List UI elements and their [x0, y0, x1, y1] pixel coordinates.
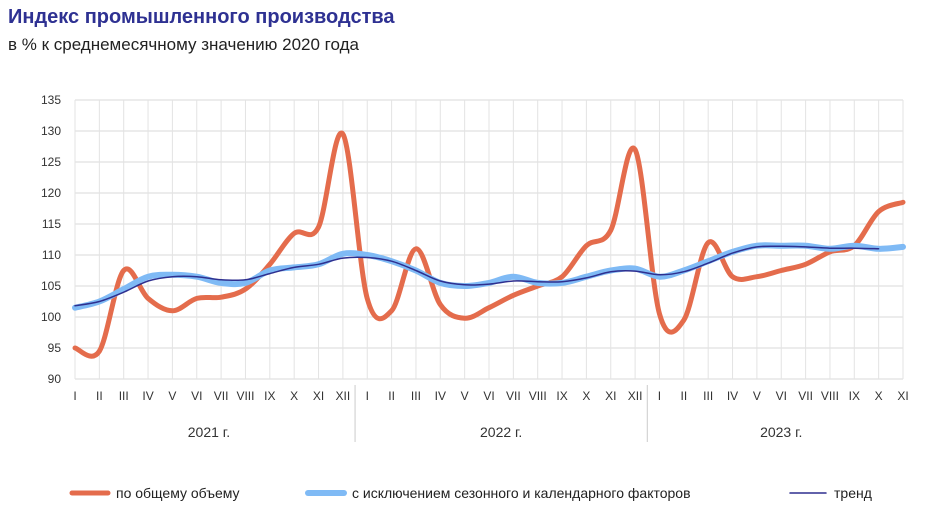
- y-tick-label: 105: [41, 279, 61, 293]
- y-tick-label: 95: [48, 341, 62, 355]
- x-tick-label: VII: [506, 389, 521, 403]
- x-tick-label: VI: [191, 389, 202, 403]
- x-tick-label: I: [366, 389, 369, 403]
- y-tick-label: 135: [41, 93, 61, 107]
- legend-item-total-label: по общему объему: [116, 485, 240, 501]
- x-tick-label: IV: [727, 389, 738, 403]
- x-tick-label: I: [658, 389, 661, 403]
- y-tick-label: 90: [48, 372, 62, 386]
- x-tick-label: VII: [214, 389, 229, 403]
- year-label: 2022 г.: [480, 424, 522, 440]
- x-tick-label: V: [168, 389, 176, 403]
- y-tick-label: 130: [41, 124, 61, 138]
- x-tick-label: VII: [798, 389, 813, 403]
- x-tick-label: II: [96, 389, 103, 403]
- y-tick-label: 110: [42, 248, 61, 262]
- x-tick-label: XI: [897, 389, 908, 403]
- x-tick-label: IV: [435, 389, 446, 403]
- x-tick-label: I: [73, 389, 76, 403]
- series-line-total: [72, 130, 906, 359]
- x-tick-label: VIII: [821, 389, 839, 403]
- legend-item-adjusted-label: с исключением сезонного и календарного ф…: [352, 485, 691, 501]
- x-tick-label: III: [411, 389, 421, 403]
- x-tick-label: X: [290, 389, 298, 403]
- legend-item-trend-label: тренд: [834, 485, 872, 501]
- x-tick-label: VI: [776, 389, 787, 403]
- x-tick-label: IX: [264, 389, 275, 403]
- chart-subtitle: в % к среднемесячному значению 2020 года: [8, 35, 359, 54]
- x-tick-label: X: [875, 389, 883, 403]
- series-line-adjusted: [72, 242, 906, 311]
- x-tick-label: X: [582, 389, 590, 403]
- y-tick-label: 115: [42, 217, 61, 231]
- x-tick-label: IV: [142, 389, 153, 403]
- x-tick-label: II: [388, 389, 395, 403]
- chart-title: Индекс промышленного производства: [8, 6, 395, 28]
- year-label: 2021 г.: [188, 424, 230, 440]
- x-tick-label: III: [703, 389, 713, 403]
- x-tick-label: VIII: [529, 389, 547, 403]
- y-tick-label: 120: [41, 186, 61, 200]
- x-tick-label: III: [119, 389, 129, 403]
- series-line-trend: [74, 245, 880, 307]
- x-tick-label: IX: [556, 389, 567, 403]
- x-tick-label: IX: [849, 389, 860, 403]
- y-tick-label: 125: [41, 155, 61, 169]
- x-tick-label: XI: [313, 389, 324, 403]
- year-label: 2023 г.: [760, 424, 802, 440]
- x-tick-label: XII: [628, 389, 643, 403]
- x-tick-label: VI: [483, 389, 494, 403]
- x-tick-label: VIII: [236, 389, 254, 403]
- y-tick-label: 100: [41, 310, 61, 324]
- x-tick-label: XII: [336, 389, 351, 403]
- x-tick-label: V: [753, 389, 761, 403]
- x-tick-label: V: [461, 389, 469, 403]
- x-tick-label: XI: [605, 389, 616, 403]
- x-tick-label: II: [680, 389, 687, 403]
